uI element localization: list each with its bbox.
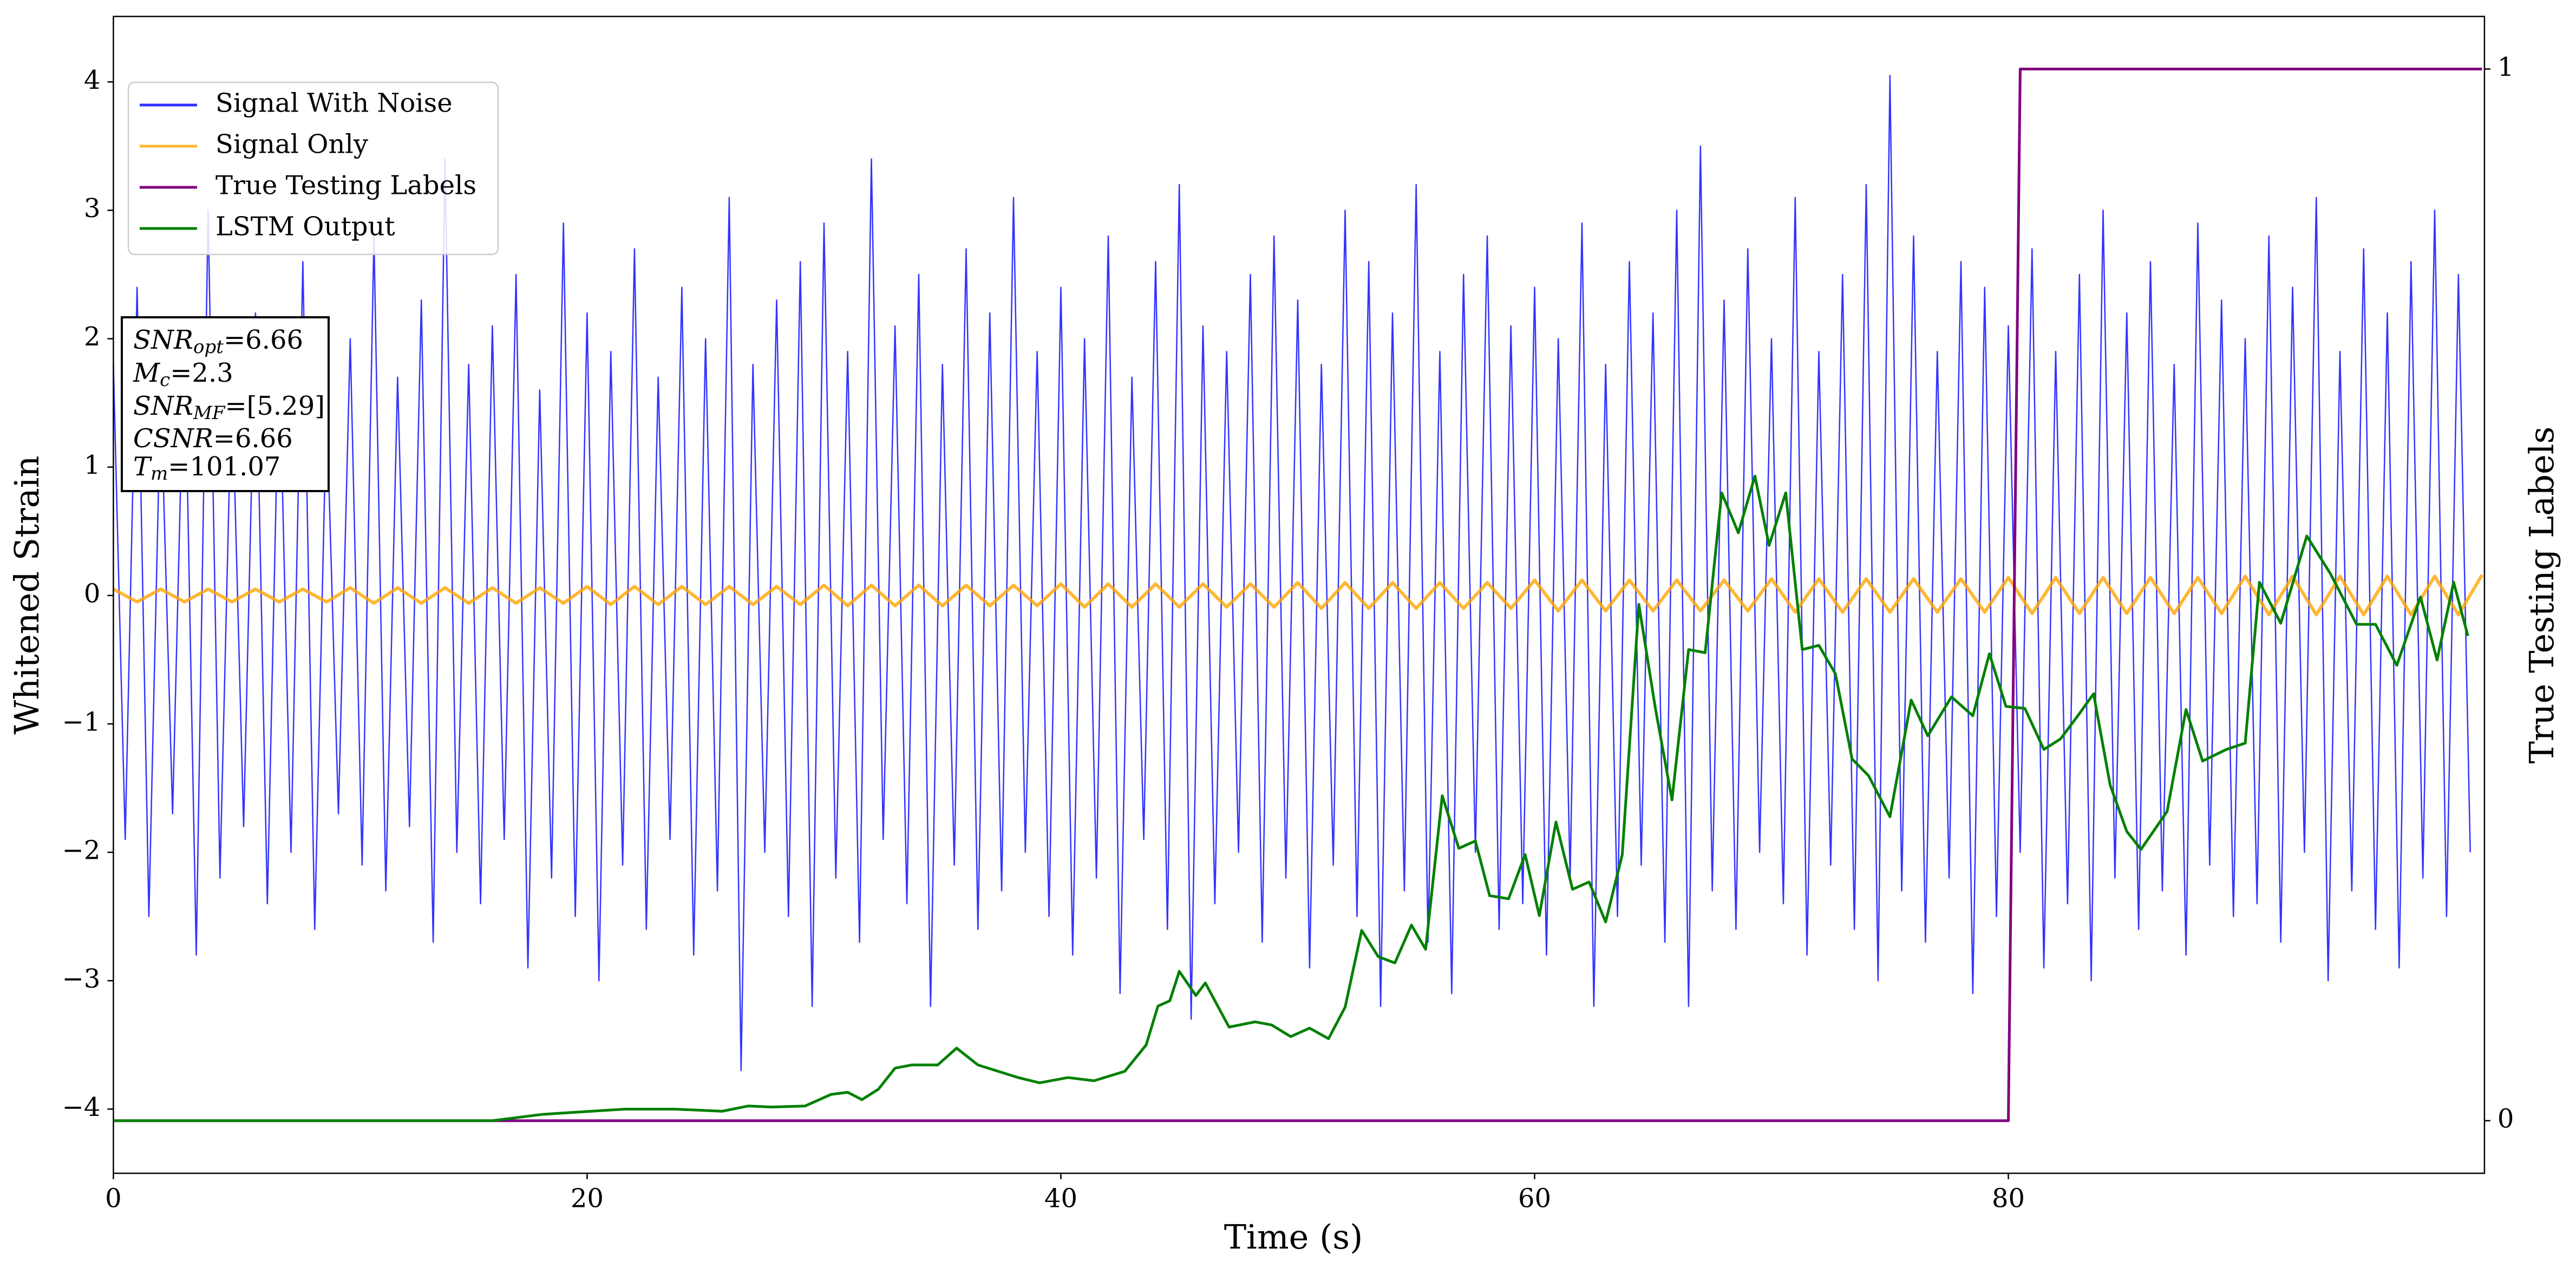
annotation-sub: c — [160, 369, 170, 391]
annotation-line: SNRMF=[5.29] — [133, 391, 325, 424]
annotation-sub: m — [151, 463, 168, 485]
y-tick-label: 2 — [84, 322, 101, 352]
legend-label: Signal With Noise — [215, 88, 453, 119]
y-tick-label: −3 — [62, 964, 101, 994]
x-axis-label: Time (s) — [1224, 1217, 1363, 1257]
series-line — [113, 68, 2482, 1122]
y2-tick-label: 0 — [2497, 1103, 2514, 1134]
y-axis-label: Whitened Strain — [7, 456, 47, 735]
annotation-line: CSNR=6.66 — [133, 423, 293, 454]
y-tick-label: −2 — [62, 835, 101, 866]
annotation-sub: opt — [193, 336, 224, 358]
y-tick-label: −1 — [62, 707, 101, 737]
y-tick-label: 0 — [84, 578, 101, 609]
legend: Signal With Noise Signal Only True Testing… — [127, 81, 499, 256]
plot-area — [113, 68, 2484, 1122]
annotation-var: T — [133, 452, 152, 482]
annotation: SNRopt=6.66Mc=2.3SNRMF=[5.29]CSNR=6.66Tm… — [121, 316, 330, 492]
annotation-line: Mc=2.3 — [133, 358, 233, 391]
annotation-text: =6.66 — [224, 325, 303, 355]
series-line — [113, 474, 2469, 1122]
y-tick-label: 1 — [84, 450, 101, 480]
y-tick-label: 4 — [84, 65, 101, 95]
annotation-line: SNRopt=6.66 — [133, 325, 303, 358]
series-line — [113, 574, 2484, 617]
x-tick-label: 80 — [1992, 1183, 2025, 1213]
legend-box — [127, 81, 499, 256]
annotation-var: CSNR — [133, 423, 213, 454]
legend-label: LSTM Output — [215, 212, 395, 242]
annotation-sub: MF — [193, 402, 226, 424]
y-tick-label: 3 — [84, 193, 101, 224]
annotation-text: =101.07 — [168, 452, 280, 482]
series-group — [113, 68, 2484, 1122]
x-tick-label: 40 — [1044, 1183, 1077, 1213]
x-tick-label: 60 — [1518, 1183, 1551, 1213]
annotation-text: =2.3 — [170, 358, 233, 388]
legend-label: True Testing Labels — [215, 171, 476, 201]
annotation-box — [121, 316, 330, 492]
y-tick-label: −4 — [62, 1092, 101, 1122]
y2-axis-label: True Testing Labels — [2522, 427, 2561, 764]
annotation-text: =6.66 — [213, 423, 293, 454]
x-tick-label: 20 — [571, 1183, 604, 1213]
annotation-var: SNR — [133, 325, 193, 355]
legend-label: Signal Only — [215, 129, 368, 160]
annotation-line: Tm=101.07 — [133, 452, 280, 485]
annotation-text: =[5.29] — [225, 391, 325, 421]
plot-frame — [113, 16, 2486, 1174]
annotation-var: M — [133, 358, 161, 388]
annotation-var: SNR — [133, 391, 193, 421]
x-tick-label: 0 — [105, 1183, 122, 1213]
y2-tick-label: 1 — [2497, 52, 2514, 82]
